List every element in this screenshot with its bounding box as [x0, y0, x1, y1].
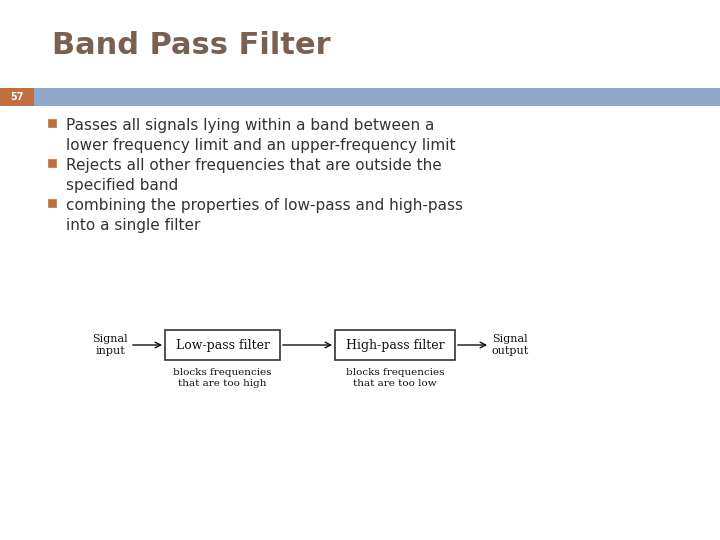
Bar	[48, 199, 56, 207]
Text: blocks frequencies
that are too low: blocks frequencies that are too low	[346, 368, 444, 388]
Text: Band Pass Filter: Band Pass Filter	[52, 30, 330, 59]
Text: Rejects all other frequencies that are outside the
specified band: Rejects all other frequencies that are o…	[66, 158, 442, 193]
Bar	[48, 119, 56, 127]
Text: Low-pass filter: Low-pass filter	[176, 339, 269, 352]
Bar	[0, 88, 34, 106]
Text: combining the properties of low-pass and high-pass
into a single filter: combining the properties of low-pass and…	[66, 198, 463, 233]
Text: Passes all signals lying within a band between a
lower frequency limit and an up: Passes all signals lying within a band b…	[66, 118, 456, 153]
Bar	[48, 159, 56, 167]
Text: blocks frequencies
that are too high: blocks frequencies that are too high	[174, 368, 271, 388]
Text: Signal
input: Signal input	[92, 334, 128, 356]
Bar	[0, 88, 720, 106]
Text: Signal
output: Signal output	[491, 334, 528, 356]
Bar	[165, 330, 280, 360]
Text: High-pass filter: High-pass filter	[346, 339, 444, 352]
Bar	[335, 330, 455, 360]
Text: 57: 57	[10, 92, 24, 102]
